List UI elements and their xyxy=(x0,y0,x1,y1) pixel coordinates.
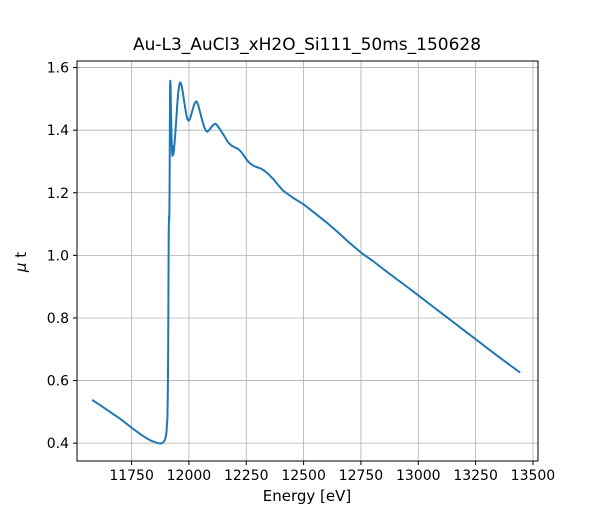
y-tick-label: 1.6 xyxy=(47,61,69,77)
tick-layer xyxy=(73,67,534,465)
ylabel-layer: μ t xyxy=(12,252,30,273)
x-tick-label: 13500 xyxy=(511,468,556,484)
tick-label-layer: 11750 12000 12250 12500 12750 13000 13250 13500… xyxy=(47,61,555,484)
plot-border xyxy=(76,60,539,462)
x-tick-label: 12750 xyxy=(339,468,384,484)
x-axis-label: Energy [eV] xyxy=(263,487,351,505)
y-tick-label: 1.0 xyxy=(47,248,69,264)
y-tick-label: 0.8 xyxy=(47,311,69,327)
x-tick-label: 12500 xyxy=(281,468,326,484)
chart-title: Au-L3_AuCl3_xH2O_Si111_50ms_150628 xyxy=(133,35,481,55)
y-tick-label: 1.2 xyxy=(47,186,69,202)
spine-layer xyxy=(76,60,539,462)
x-tick-label: 12000 xyxy=(167,468,212,484)
y-axis-label: μ t xyxy=(12,252,30,273)
x-tick-label: 13000 xyxy=(396,468,441,484)
y-tick-label: 0.4 xyxy=(47,436,69,452)
data-line xyxy=(91,79,521,445)
y-tick-label: 1.4 xyxy=(47,123,69,139)
x-tick-label: 12250 xyxy=(224,468,269,484)
y-tick-label: 0.6 xyxy=(47,374,69,390)
x-tick-label: 11750 xyxy=(109,468,154,484)
x-tick-label: 13250 xyxy=(453,468,498,484)
line-layer xyxy=(91,79,521,445)
grid-layer xyxy=(77,61,538,461)
